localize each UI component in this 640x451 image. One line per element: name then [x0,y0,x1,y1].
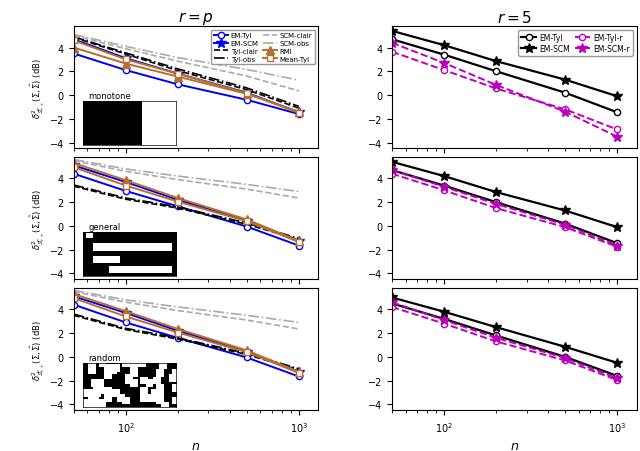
Legend: EM-Tyl, EM-SCM, EM-Tyl-r, EM-SCM-r: EM-Tyl, EM-SCM, EM-Tyl-r, EM-SCM-r [518,31,633,57]
Title: $r = 5$: $r = 5$ [497,10,532,26]
X-axis label: $n$: $n$ [191,439,200,451]
Y-axis label: $\delta^2_{\mathcal{S}^p_{++}}(\Sigma, \hat{\Sigma})$ (dB): $\delta^2_{\mathcal{S}^p_{++}}(\Sigma, \… [28,319,47,380]
X-axis label: $n$: $n$ [510,439,519,451]
Y-axis label: $\delta^2_{\mathcal{S}^p_{++}}(\Sigma, \hat{\Sigma})$ (dB): $\delta^2_{\mathcal{S}^p_{++}}(\Sigma, \… [28,58,47,119]
Title: $r = p$: $r = p$ [178,10,214,27]
Legend: EM-Tyl, EM-SCM, Tyl-clair, Tyl-obs, SCM-clair, SCM-obs, RMI, Mean-Tyl: EM-Tyl, EM-SCM, Tyl-clair, Tyl-obs, SCM-… [211,31,315,65]
Y-axis label: $\delta^2_{\mathcal{S}^p_{++}}(\Sigma, \hat{\Sigma})$ (dB): $\delta^2_{\mathcal{S}^p_{++}}(\Sigma, \… [28,189,47,249]
